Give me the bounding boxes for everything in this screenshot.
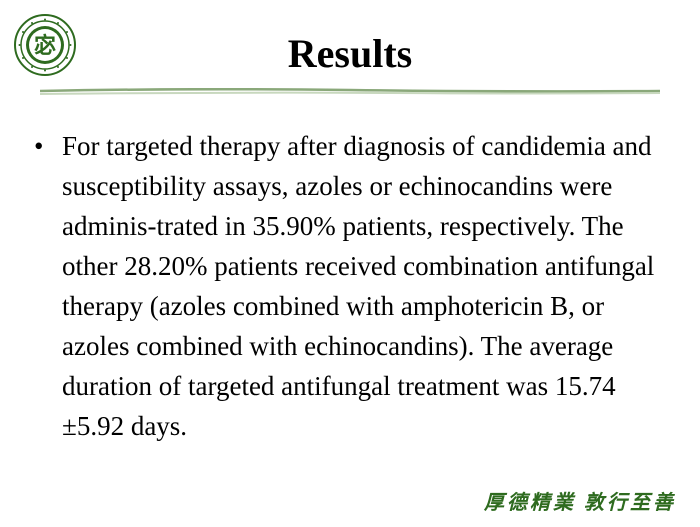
bullet-item: • For targeted therapy after diagnosis o… bbox=[32, 126, 672, 446]
bullet-marker: • bbox=[32, 126, 62, 166]
svg-text:宓: 宓 bbox=[34, 33, 56, 58]
institution-logo: 宓 bbox=[14, 14, 76, 76]
bullet-text: For targeted therapy after diagnosis of … bbox=[62, 126, 672, 446]
slide: 宓 Results • For targeted therapy after d… bbox=[0, 0, 700, 527]
slide-body: • For targeted therapy after diagnosis o… bbox=[32, 126, 672, 446]
title-underline bbox=[40, 83, 660, 91]
footer-motto: 厚德精業 敦行至善 bbox=[484, 486, 676, 515]
slide-title: Results bbox=[0, 0, 700, 77]
